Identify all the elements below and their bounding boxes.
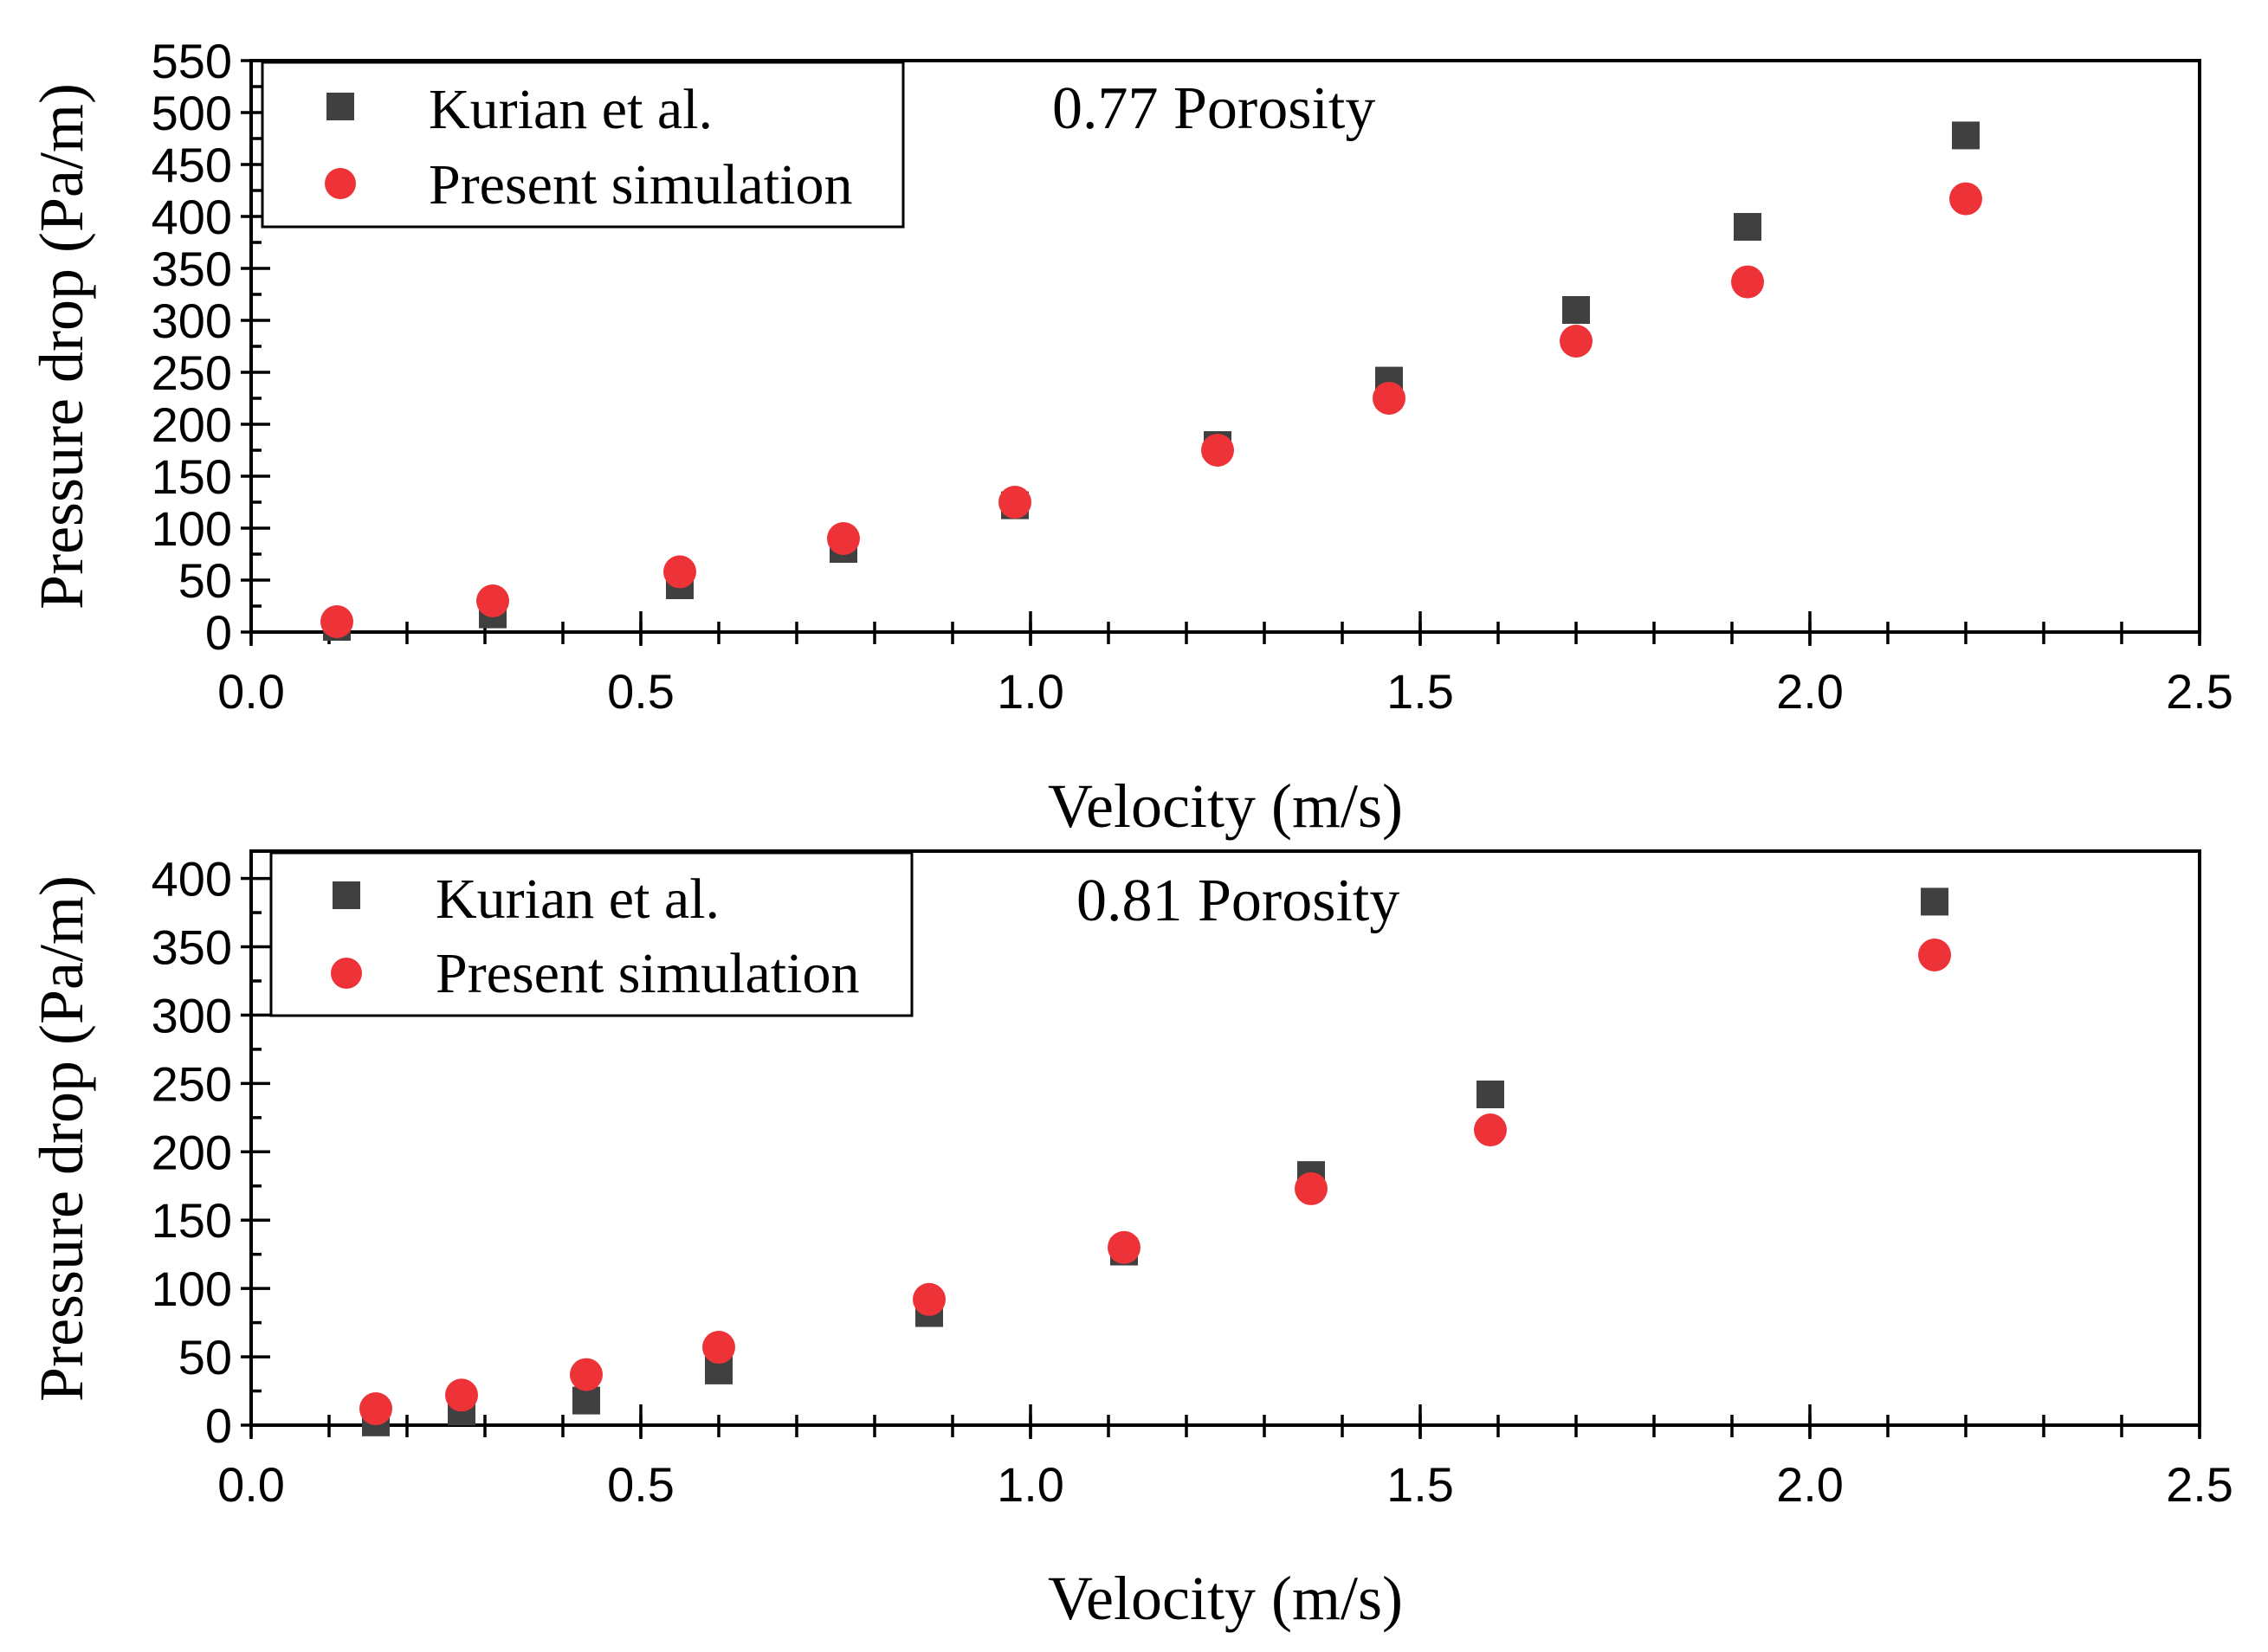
y-axis-title: Pressure drop (Pa/m) xyxy=(27,875,96,1402)
y-tick-label: 400 xyxy=(152,852,232,907)
x-axis-title: Velocity (m/s) xyxy=(1048,771,1403,841)
data-point-simulation xyxy=(1108,1230,1140,1264)
x-ticks: 0.0 0.5 1.0 1.5 2.0 2.5 xyxy=(217,1404,2233,1512)
data-point-simulation xyxy=(445,1378,478,1412)
x-tick-label: 0.5 xyxy=(607,664,675,719)
y-tick-label: 0 xyxy=(205,1398,232,1453)
y-tick-label: 0 xyxy=(205,605,232,660)
y-tick-label: 350 xyxy=(152,242,232,296)
legend-marker-circle xyxy=(325,168,356,199)
legend-label-simulation: Present simulation xyxy=(429,153,852,216)
porosity-annotation: 0.81 Porosity xyxy=(1076,868,1399,934)
data-point-simulation xyxy=(1918,938,1951,971)
legend-label-kurian: Kurian et al. xyxy=(429,78,713,141)
data-point-kurian xyxy=(1734,213,1761,241)
x-tick-label: 2.0 xyxy=(1776,664,1844,719)
y-axis-title: Pressure drop (Pa/m) xyxy=(27,83,96,610)
data-point-simulation xyxy=(1731,265,1764,299)
data-point-simulation xyxy=(1560,325,1593,358)
y-tick-label: 500 xyxy=(152,86,232,140)
legend: Kurian et al. Present simulation xyxy=(261,61,905,229)
x-ticks: 0.0 0.5 1.0 1.5 2.0 2.5 xyxy=(217,611,2233,719)
y-tick-label: 250 xyxy=(152,1056,232,1111)
x-tick-label: 0.0 xyxy=(217,664,285,719)
legend-marker-square xyxy=(326,93,354,120)
x-tick-label: 2.0 xyxy=(1776,1457,1844,1512)
data-point-simulation xyxy=(570,1358,603,1391)
y-tick-label: 100 xyxy=(152,501,232,556)
data-points xyxy=(359,887,1951,1436)
data-point-simulation xyxy=(827,522,860,555)
y-tick-label: 150 xyxy=(152,449,232,504)
data-point-simulation xyxy=(998,486,1031,519)
data-point-simulation xyxy=(1295,1171,1328,1205)
y-tick-label: 200 xyxy=(152,397,232,452)
data-point-simulation xyxy=(476,584,509,617)
y-tick-label: 150 xyxy=(152,1193,232,1248)
x-tick-label: 2.5 xyxy=(2166,1457,2233,1512)
x-tick-label: 1.0 xyxy=(997,664,1064,719)
legend-label-kurian: Kurian et al. xyxy=(436,868,720,931)
x-tick-label: 2.5 xyxy=(2166,664,2233,719)
data-point-simulation xyxy=(663,555,696,589)
plot-area-frame xyxy=(249,849,2201,1427)
x-tick-label: 1.0 xyxy=(997,1457,1064,1512)
porosity-annotation: 0.77 Porosity xyxy=(1052,75,1375,142)
data-point-kurian xyxy=(1952,121,1980,150)
legend-frame xyxy=(269,851,914,1017)
y-tick-label: 250 xyxy=(152,345,232,400)
y-tick-label: 350 xyxy=(152,920,232,975)
data-point-kurian xyxy=(1476,1080,1504,1108)
x-tick-label: 1.5 xyxy=(1386,664,1454,719)
y-tick-label: 450 xyxy=(152,138,232,192)
data-point-kurian xyxy=(1562,296,1590,324)
y-tick-label: 50 xyxy=(178,553,232,608)
y-ticks: 0 50 100 150 200 250 300 350 400 xyxy=(152,852,270,1453)
x-tick-label: 0.0 xyxy=(217,1457,285,1512)
legend-frame xyxy=(261,61,905,229)
y-tick-label: 550 xyxy=(152,34,232,88)
y-tick-label: 50 xyxy=(178,1330,232,1384)
y-tick-label: 200 xyxy=(152,1125,232,1179)
chart-bottom: 0 50 100 150 200 250 300 350 400 0.0 0.5 1.0 1.5 2.0… xyxy=(27,849,2233,1633)
data-point-kurian xyxy=(572,1386,600,1415)
legend-marker-square xyxy=(333,881,360,909)
data-point-simulation xyxy=(320,605,353,638)
data-point-simulation xyxy=(1201,434,1234,467)
x-axis-title: Velocity (m/s) xyxy=(1048,1564,1403,1633)
y-tick-label: 300 xyxy=(152,988,232,1042)
data-point-kurian xyxy=(1921,887,1948,916)
y-tick-label: 300 xyxy=(152,294,232,348)
data-point-simulation xyxy=(1949,182,1982,216)
y-tick-label: 400 xyxy=(152,190,232,244)
data-point-simulation xyxy=(359,1392,392,1426)
legend-marker-circle xyxy=(331,958,362,989)
x-tick-label: 1.5 xyxy=(1386,1457,1454,1512)
legend: Kurian et al. Present simulation xyxy=(269,851,914,1017)
data-point-simulation xyxy=(1373,382,1405,415)
data-points xyxy=(320,121,1982,641)
y-tick-label: 100 xyxy=(152,1262,232,1316)
data-point-simulation xyxy=(1474,1113,1507,1147)
data-point-simulation xyxy=(913,1282,946,1316)
legend-label-simulation: Present simulation xyxy=(436,942,859,1005)
data-point-simulation xyxy=(702,1331,735,1365)
x-tick-label: 0.5 xyxy=(607,1457,675,1512)
